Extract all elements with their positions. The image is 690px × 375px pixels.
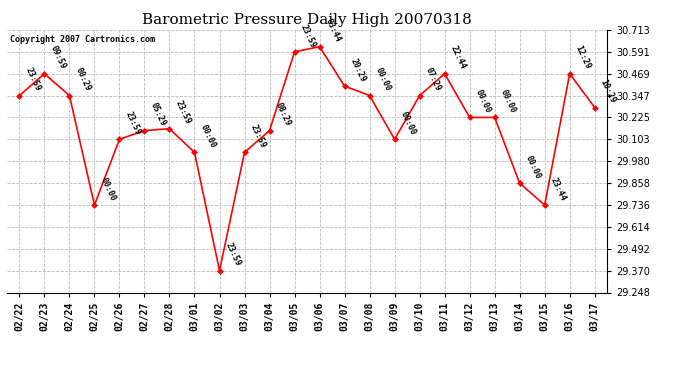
Text: 00:00: 00:00 xyxy=(499,88,518,115)
Text: 23:44: 23:44 xyxy=(549,176,568,202)
Text: 00:00: 00:00 xyxy=(474,88,493,115)
Text: 10:29: 10:29 xyxy=(599,78,618,105)
Text: 00:00: 00:00 xyxy=(99,176,117,202)
Text: 00:00: 00:00 xyxy=(199,123,217,150)
Text: 05:29: 05:29 xyxy=(148,101,168,128)
Text: 00:00: 00:00 xyxy=(524,154,542,180)
Text: 00:00: 00:00 xyxy=(399,110,417,136)
Text: 12:29: 12:29 xyxy=(574,45,593,71)
Text: 03:44: 03:44 xyxy=(324,17,342,44)
Text: 09:59: 09:59 xyxy=(48,45,68,71)
Text: 23:59: 23:59 xyxy=(299,22,317,49)
Text: 23:59: 23:59 xyxy=(248,123,268,150)
Text: 08:29: 08:29 xyxy=(274,101,293,128)
Text: 07:29: 07:29 xyxy=(424,66,442,93)
Text: 23:59: 23:59 xyxy=(124,110,142,136)
Text: Copyright 2007 Cartronics.com: Copyright 2007 Cartronics.com xyxy=(10,35,155,44)
Title: Barometric Pressure Daily High 20070318: Barometric Pressure Daily High 20070318 xyxy=(142,13,472,27)
Text: 00:00: 00:00 xyxy=(374,66,393,93)
Text: 00:29: 00:29 xyxy=(74,66,92,93)
Text: 23:59: 23:59 xyxy=(174,99,193,126)
Text: 23:59: 23:59 xyxy=(23,66,42,93)
Text: 22:44: 22:44 xyxy=(448,45,468,71)
Text: 23:59: 23:59 xyxy=(224,242,242,268)
Text: 20:29: 20:29 xyxy=(348,57,368,83)
